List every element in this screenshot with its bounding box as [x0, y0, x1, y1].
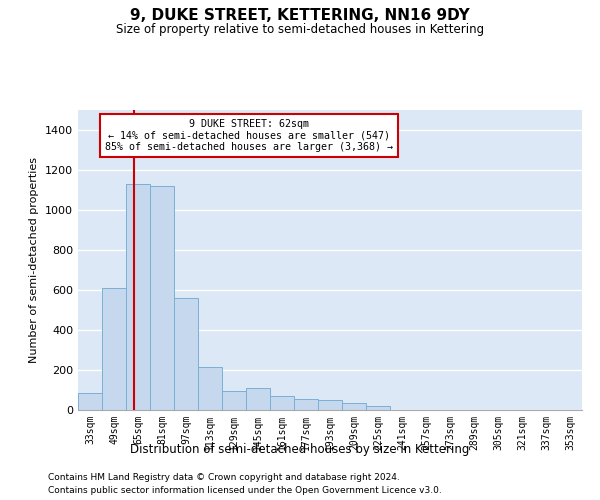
Bar [342, 403, 366, 410]
Text: Contains HM Land Registry data © Crown copyright and database right 2024.: Contains HM Land Registry data © Crown c… [48, 472, 400, 482]
Bar [294, 399, 318, 410]
Bar [174, 298, 198, 410]
Bar [318, 400, 342, 410]
Text: Size of property relative to semi-detached houses in Kettering: Size of property relative to semi-detach… [116, 22, 484, 36]
Bar [222, 391, 246, 410]
Bar [366, 406, 390, 410]
Bar [150, 186, 174, 410]
Text: Distribution of semi-detached houses by size in Kettering: Distribution of semi-detached houses by … [130, 442, 470, 456]
Bar [246, 388, 270, 410]
Text: Contains public sector information licensed under the Open Government Licence v3: Contains public sector information licen… [48, 486, 442, 495]
Text: 9 DUKE STREET: 62sqm
← 14% of semi-detached houses are smaller (547)
85% of semi: 9 DUKE STREET: 62sqm ← 14% of semi-detac… [106, 119, 394, 152]
Text: 9, DUKE STREET, KETTERING, NN16 9DY: 9, DUKE STREET, KETTERING, NN16 9DY [130, 8, 470, 22]
Bar [78, 393, 102, 410]
Bar [198, 367, 222, 410]
Y-axis label: Number of semi-detached properties: Number of semi-detached properties [29, 157, 40, 363]
Bar [270, 396, 294, 410]
Bar [102, 288, 126, 410]
Bar [126, 184, 150, 410]
